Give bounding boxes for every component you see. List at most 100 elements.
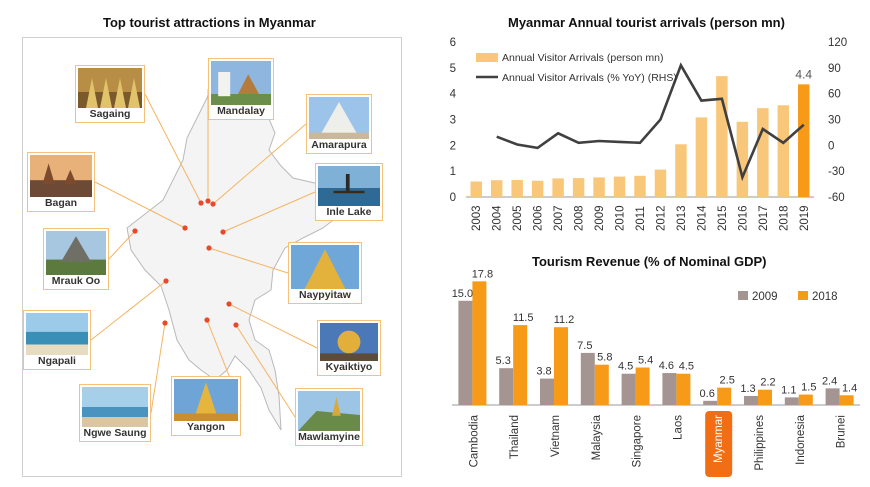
leader-line-amarapura xyxy=(212,123,307,205)
photo-golden-pagoda xyxy=(291,245,359,289)
place-card-mawlamyine: Mawlamyine xyxy=(295,388,363,446)
right-axis-tick-90: 90 xyxy=(828,63,841,75)
arrivals-bar-2003 xyxy=(470,181,482,197)
year-label-2009: 2009 xyxy=(594,205,606,231)
leader-line-naypyitaw xyxy=(208,247,289,274)
left-axis-tick-0: 0 xyxy=(450,192,456,204)
revenue-bar-philippines-2018 xyxy=(758,389,772,405)
revenue-bar-indonesia-2009 xyxy=(784,397,799,405)
leader-line-inle-lake xyxy=(222,191,316,233)
year-label-2012: 2012 xyxy=(655,205,667,231)
location-dot-mandalay xyxy=(205,198,211,204)
revenue-bar-brunei-2018 xyxy=(839,395,854,405)
revenue-bar-thailand-2009 xyxy=(499,368,514,405)
place-card-bagan: Bagan xyxy=(27,152,95,212)
left-axis-tick-5: 5 xyxy=(450,63,456,75)
revenue-bar-vietnam-2009 xyxy=(540,378,554,405)
legend-swatch-arrivals xyxy=(476,53,498,62)
location-dot-mrauk-oo xyxy=(132,228,138,234)
photo-fisherman-on-lake xyxy=(318,166,380,206)
arrivals-bar-2010 xyxy=(613,176,626,197)
arrivals-bar-2005 xyxy=(511,179,523,197)
revenue-bar-malaysia-2018 xyxy=(594,364,609,405)
value-label-thailand-2018: 11.5 xyxy=(513,312,534,324)
photo-temples-at-sunset xyxy=(30,155,92,197)
value-label-myanmar-2018: 2.5 xyxy=(720,375,735,387)
leader-line-bagan xyxy=(94,181,186,229)
legend-label-2009: 2009 xyxy=(752,291,778,303)
arrivals-chart-title: Myanmar Annual tourist arrivals (person … xyxy=(508,15,785,30)
photo-pagoda-on-hill xyxy=(298,391,360,431)
revenue-chart-title: Tourism Revenue (% of Nominal GDP) xyxy=(532,254,767,269)
photo-white-temple xyxy=(309,97,369,139)
year-label-2019: 2019 xyxy=(799,205,811,231)
value-label-vietnam-2009: 3.8 xyxy=(536,366,551,378)
year-label-2006: 2006 xyxy=(533,205,545,231)
photo-beach-with-boats xyxy=(26,313,88,355)
photo-pagodas-and-buddha-statues xyxy=(78,68,142,108)
location-dot-sagaing xyxy=(198,200,204,206)
revenue-bar-laos-2009 xyxy=(662,373,677,405)
left-axis-tick-3: 3 xyxy=(450,115,456,127)
place-card-yangon: Yangon xyxy=(171,376,241,436)
value-label-thailand-2009: 5.3 xyxy=(496,355,511,367)
legend-swatch-2018 xyxy=(798,291,808,300)
location-dot-yangon xyxy=(204,317,210,323)
arrivals-bar-2009 xyxy=(593,177,605,197)
yoy-growth-line xyxy=(496,62,805,182)
location-dot-kyaiktiyo xyxy=(226,301,232,307)
value-label-cambodia-2009: 15.0 xyxy=(452,288,473,300)
place-card-amarapura: Amarapura xyxy=(306,94,372,154)
place-label-sagaing: Sagaing xyxy=(89,108,131,120)
location-dot-mawlamyine xyxy=(233,322,239,328)
place-label-naypyitaw: Naypyitaw xyxy=(299,289,351,301)
country-label-singapore: Singapore xyxy=(632,415,644,467)
revenue-bar-philippines-2009 xyxy=(744,395,758,405)
myanmar-outline xyxy=(126,59,344,431)
value-label-brunei-2018: 1.4 xyxy=(842,382,857,394)
value-label-singapore-2009: 4.5 xyxy=(618,361,633,373)
revenue-bar-thailand-2018 xyxy=(513,325,528,405)
right-axis-tick-60: 60 xyxy=(828,89,841,101)
legend-label-arrivals: Annual Visitor Arrivals (person mn) xyxy=(502,52,663,64)
value-label-indonesia-2018: 1.5 xyxy=(801,382,816,394)
revenue-bar-myanmar-2009 xyxy=(703,400,718,405)
location-dot-bagan xyxy=(182,225,188,231)
value-label-brunei-2009: 2.4 xyxy=(822,375,837,387)
revenue-bar-malaysia-2009 xyxy=(580,352,595,405)
arrivals-bar-2012 xyxy=(654,169,667,197)
value-label-malaysia-2018: 5.8 xyxy=(597,352,612,364)
right-axis-tick--30: -30 xyxy=(828,166,845,178)
arrivals-bar-2011 xyxy=(634,175,646,197)
arrivals-bar-2007 xyxy=(552,178,564,197)
arrivals-bar-2015 xyxy=(716,76,728,197)
photo-beach-at-sunset xyxy=(82,387,148,427)
location-dot-amarapura xyxy=(210,201,216,207)
value-label-philippines-2018: 2.2 xyxy=(760,377,775,389)
country-label-indonesia: Indonesia xyxy=(795,414,807,464)
country-label-malaysia: Malaysia xyxy=(591,414,603,460)
place-label-mrauk-oo: Mrauk Oo xyxy=(51,275,101,287)
revenue-bar-brunei-2009 xyxy=(825,388,840,405)
country-label-brunei: Brunei xyxy=(836,415,848,448)
leader-line-mawlamyine xyxy=(235,324,296,418)
legend-label-2018: 2018 xyxy=(812,291,838,303)
place-label-inle-lake: Inle Lake xyxy=(326,206,372,218)
location-dot-ngwe-saung xyxy=(162,320,168,326)
revenue-bar-indonesia-2018 xyxy=(798,394,813,405)
revenue-bar-myanmar-2018 xyxy=(717,387,732,405)
leader-line-mrauk-oo xyxy=(108,230,136,260)
left-axis-tick-6: 6 xyxy=(450,37,456,49)
photo-shwedagon-pagoda xyxy=(174,379,238,421)
value-label-indonesia-2009: 1.1 xyxy=(781,384,796,396)
right-axis-tick--60: -60 xyxy=(828,192,845,204)
value-label-laos-2018: 4.5 xyxy=(679,361,694,373)
value-label-vietnam-2018: 11.2 xyxy=(554,314,575,326)
year-label-2016: 2016 xyxy=(737,205,749,231)
revenue-bar-singapore-2009 xyxy=(621,373,636,405)
left-axis-tick-2: 2 xyxy=(450,140,456,152)
value-label-cambodia-2018: 17.8 xyxy=(472,268,493,280)
place-label-amarapura: Amarapura xyxy=(311,139,367,151)
arrivals-chart: 0 1 2 3 4 5 6 -60 -30 0 30 60 90 120 2003 2004 2005 2006 2… xyxy=(450,37,848,231)
place-label-bagan: Bagan xyxy=(44,197,78,209)
